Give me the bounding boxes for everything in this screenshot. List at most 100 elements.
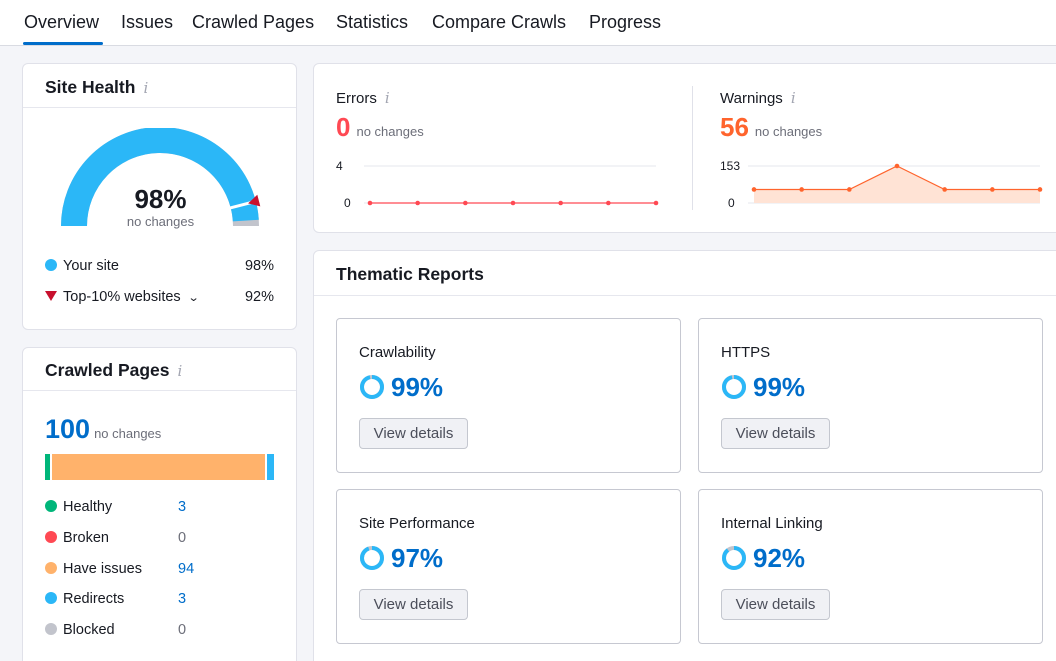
errors-subtitle: no changes: [356, 124, 424, 139]
warnings-value[interactable]: 56 no changes: [720, 112, 822, 143]
info-icon[interactable]: i: [177, 362, 183, 380]
crawled-item-healthy: Healthy 3: [45, 499, 245, 519]
errors-value[interactable]: 0 no changes: [336, 112, 424, 143]
chevron-down-icon[interactable]: ⌄: [187, 292, 200, 304]
y-tick-label: 153: [720, 159, 740, 173]
blocked-dot-icon: [45, 623, 57, 635]
data-point[interactable]: [415, 200, 420, 206]
item-value[interactable]: 3: [178, 499, 187, 515]
tab-overview[interactable]: Overview: [24, 12, 100, 32]
report-name[interactable]: Crawlability: [359, 344, 436, 361]
legend-value: 98%: [244, 258, 274, 274]
ring-fill: [722, 375, 746, 399]
divider: [23, 390, 296, 391]
warnings-label-text: Warnings: [720, 90, 783, 107]
data-point[interactable]: [942, 187, 947, 192]
your-site-dot-icon: [45, 259, 57, 271]
item-label: Broken: [63, 530, 109, 546]
report-crawlability[interactable]: Crawlability 99% View details: [336, 318, 681, 473]
ring-fill: [360, 546, 384, 570]
crawled-pages-total[interactable]: 100 no changes: [45, 414, 161, 445]
tab-statistics[interactable]: Statistics: [336, 12, 409, 32]
item-label: Healthy: [63, 499, 113, 515]
data-point[interactable]: [510, 200, 516, 206]
item-label: Blocked: [63, 622, 115, 638]
errors-label-text: Errors: [336, 90, 377, 107]
report-score-value: 99%: [753, 372, 806, 402]
report-score-value: 99%: [391, 372, 444, 402]
report-site-performance[interactable]: Site Performance 97% View details: [336, 489, 681, 644]
view-details-button[interactable]: View details: [721, 589, 830, 620]
tab-compare-crawls[interactable]: Compare Crawls: [432, 12, 567, 32]
bar-segment-healthy[interactable]: [45, 454, 52, 480]
data-point[interactable]: [894, 163, 900, 169]
warnings-label: Warnings i: [720, 89, 796, 107]
info-icon[interactable]: i: [790, 89, 796, 107]
data-point[interactable]: [751, 187, 757, 192]
data-point[interactable]: [847, 187, 852, 192]
tab-crawled-pages[interactable]: Crawled Pages: [192, 12, 315, 32]
data-point[interactable]: [653, 200, 659, 206]
item-label: Have issues: [63, 561, 142, 577]
tab-bar: Overview Issues Crawled Pages Statistics…: [0, 0, 1056, 46]
errors-sparkline[interactable]: 40: [336, 154, 666, 214]
report-internal-linking[interactable]: Internal Linking 92% View details: [698, 489, 1043, 644]
site-health-card: Site Health i 98% no changes Your site 98…: [22, 63, 297, 330]
donut-ring-icon: [722, 375, 746, 399]
donut-ring-icon: [360, 375, 384, 399]
thematic-reports-title: Thematic Reports: [336, 264, 484, 284]
crawled-item-redirects: Redirects 3: [45, 591, 245, 611]
crawled-pages-title: Crawled Pages i: [45, 360, 182, 381]
crawled-item-blocked: Blocked 0: [45, 622, 245, 642]
tab-issues[interactable]: Issues: [121, 12, 174, 32]
site-health-value: 98%: [134, 184, 187, 214]
legend-top10[interactable]: Top-10% websites ⌄ 92%: [45, 289, 274, 309]
view-details-button[interactable]: View details: [721, 418, 830, 449]
errors-count[interactable]: 0: [336, 112, 351, 142]
crawled-pages-bar[interactable]: [45, 454, 274, 480]
data-point[interactable]: [463, 200, 468, 206]
legend-label[interactable]: Top-10% websites: [63, 289, 181, 305]
data-point[interactable]: [367, 200, 373, 206]
legend-your-site: Your site 98%: [45, 258, 274, 278]
warnings-subtitle: no changes: [754, 124, 823, 139]
area-fill: [754, 166, 1040, 203]
view-details-button[interactable]: View details: [359, 418, 468, 449]
divider: [23, 107, 296, 108]
gauge-fill: [61, 128, 259, 227]
data-point[interactable]: [558, 200, 563, 206]
report-name[interactable]: Internal Linking: [721, 515, 823, 532]
item-value: 0: [178, 622, 187, 638]
crawled-total-value[interactable]: 100: [45, 414, 91, 444]
data-point[interactable]: [606, 200, 611, 206]
report-name[interactable]: HTTPS: [721, 344, 771, 361]
data-point[interactable]: [1037, 187, 1043, 192]
crawled-total-subtitle: no changes: [94, 426, 162, 441]
info-icon[interactable]: i: [384, 89, 390, 107]
site-health-title-text: Site Health: [45, 77, 136, 97]
info-icon[interactable]: i: [143, 79, 149, 97]
report-score: 99%: [359, 372, 443, 403]
item-value[interactable]: 3: [178, 591, 187, 607]
have-issues-dot-icon: [45, 562, 57, 574]
data-point[interactable]: [990, 187, 995, 192]
warnings-count[interactable]: 56: [720, 112, 749, 142]
thematic-reports-card: Thematic Reports Crawlability 99% View d…: [313, 250, 1056, 661]
redirects-dot-icon: [45, 592, 57, 604]
report-https[interactable]: HTTPS 99% View details: [698, 318, 1043, 473]
donut-ring-icon: [722, 546, 746, 570]
view-details-button[interactable]: View details: [359, 589, 468, 620]
data-point[interactable]: [799, 187, 804, 192]
y-tick-label: 0: [344, 196, 351, 210]
report-name[interactable]: Site Performance: [359, 515, 475, 532]
item-value: 0: [178, 530, 187, 546]
item-value[interactable]: 94: [178, 561, 195, 577]
bar-segment-have-issues[interactable]: [51, 454, 268, 480]
report-score: 97%: [359, 543, 443, 574]
tab-progress[interactable]: Progress: [589, 12, 662, 32]
report-score-value: 97%: [391, 543, 444, 573]
bar-segment-redirects[interactable]: [267, 454, 274, 480]
crawled-pages-card: Crawled Pages i 100 no changes Healthy 3 Br…: [22, 347, 297, 661]
